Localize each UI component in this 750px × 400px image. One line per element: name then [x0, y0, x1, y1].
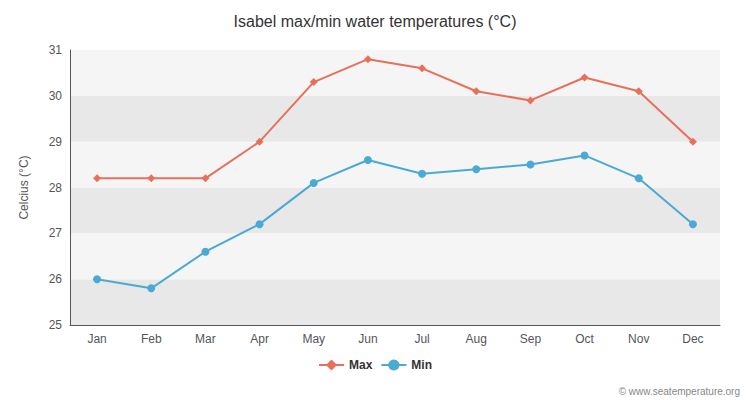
- svg-text:Jun: Jun: [358, 332, 377, 346]
- svg-text:© www.seatemperature.org: © www.seatemperature.org: [619, 386, 740, 397]
- svg-text:31: 31: [49, 43, 63, 57]
- svg-text:Mar: Mar: [195, 332, 216, 346]
- svg-text:27: 27: [49, 226, 63, 240]
- svg-text:Min: Min: [411, 358, 432, 372]
- svg-text:29: 29: [49, 135, 63, 149]
- svg-text:Sep: Sep: [520, 332, 542, 346]
- svg-text:Jan: Jan: [87, 332, 106, 346]
- svg-text:Nov: Nov: [628, 332, 649, 346]
- svg-text:Celcius (°C): Celcius (°C): [17, 155, 31, 219]
- svg-text:Aug: Aug: [466, 332, 487, 346]
- svg-text:Jul: Jul: [414, 332, 429, 346]
- svg-text:Apr: Apr: [250, 332, 269, 346]
- svg-text:25: 25: [49, 318, 63, 332]
- svg-text:Isabel max/min water temperatu: Isabel max/min water temperatures (°C): [234, 13, 517, 30]
- svg-text:Oct: Oct: [575, 332, 594, 346]
- svg-text:30: 30: [49, 89, 63, 103]
- svg-text:Feb: Feb: [141, 332, 162, 346]
- svg-text:Max: Max: [349, 358, 373, 372]
- svg-text:Dec: Dec: [682, 332, 703, 346]
- svg-text:May: May: [302, 332, 325, 346]
- svg-text:28: 28: [49, 181, 63, 195]
- svg-text:26: 26: [49, 272, 63, 286]
